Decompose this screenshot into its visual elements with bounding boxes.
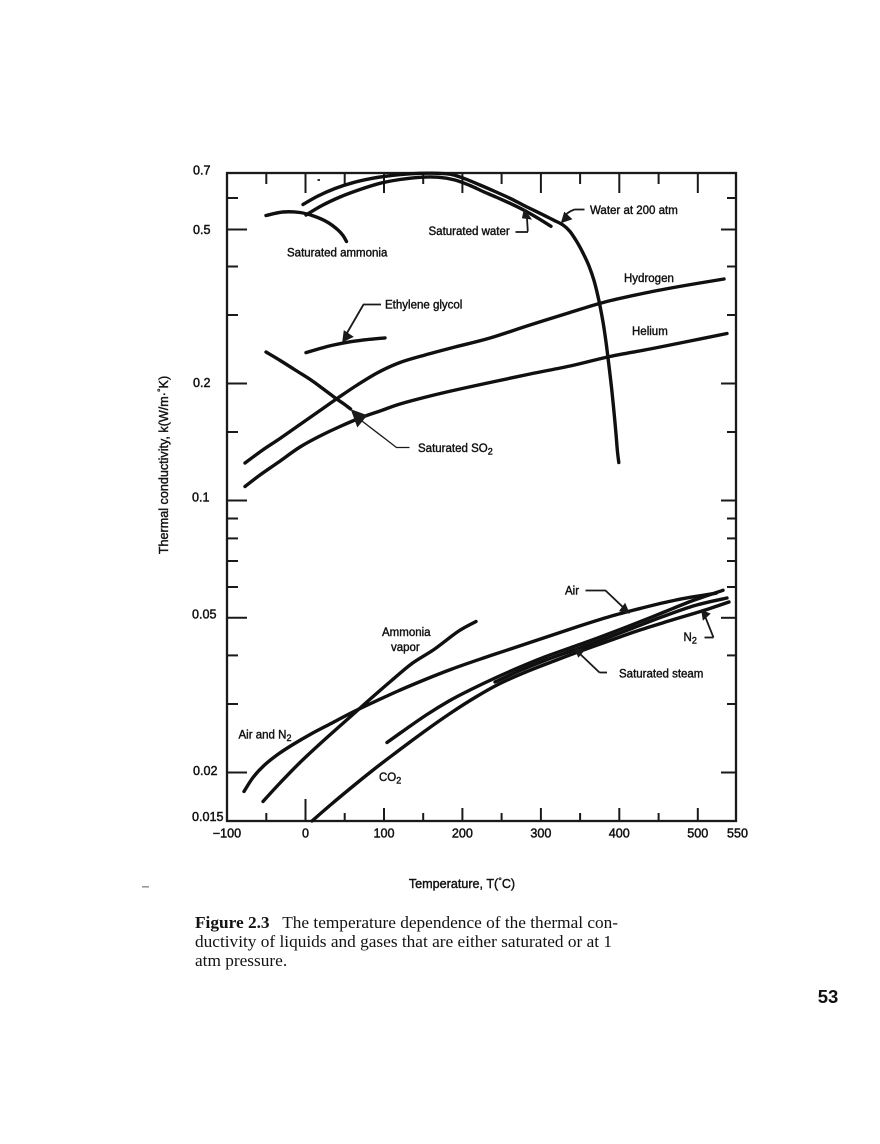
svg-text:CO2: CO2	[379, 772, 401, 786]
svg-text:100: 100	[373, 827, 394, 841]
svg-text:atm pressure.: atm pressure.	[195, 951, 287, 970]
svg-text:Water at 200 atm: Water at 200 atm	[590, 205, 678, 217]
svg-text:0.1: 0.1	[192, 490, 210, 504]
svg-text:−100: −100	[213, 827, 241, 841]
svg-text:0.02: 0.02	[193, 764, 218, 778]
svg-text:53: 53	[818, 986, 839, 1007]
svg-text:0.7: 0.7	[193, 163, 211, 177]
svg-text:Temperature, T(°C): Temperature, T(°C)	[409, 876, 515, 891]
svg-text:Air: Air	[565, 585, 579, 597]
svg-text:Saturated SO2: Saturated SO2	[418, 443, 493, 457]
svg-text:0.05: 0.05	[192, 607, 217, 621]
svg-text:0.5: 0.5	[193, 223, 211, 237]
svg-text:Thermal conductivity, k(W/m·°K: Thermal conductivity, k(W/m·°K)	[156, 376, 171, 554]
svg-text:Air and N2: Air and N2	[239, 730, 292, 744]
svg-text:Saturated water: Saturated water	[429, 226, 510, 238]
svg-text:Helium: Helium	[632, 326, 668, 338]
svg-text:Ethylene glycol: Ethylene glycol	[385, 299, 462, 311]
svg-text:Hydrogen: Hydrogen	[624, 273, 674, 285]
svg-text:vapor: vapor	[391, 642, 420, 654]
svg-text:Saturated steam: Saturated steam	[619, 669, 703, 681]
svg-text:0.015: 0.015	[192, 810, 224, 824]
svg-text:ductivity of liquids and gases: ductivity of liquids and gases that are …	[195, 932, 612, 951]
svg-text:550: 550	[727, 827, 748, 841]
svg-text:N2: N2	[684, 632, 697, 646]
svg-text:200: 200	[452, 827, 473, 841]
svg-text:Figure 2.3 The temperature d: Figure 2.3 The temperature dependence of…	[195, 913, 618, 932]
svg-text:300: 300	[530, 827, 551, 841]
svg-text:400: 400	[609, 827, 630, 841]
svg-text:500: 500	[687, 827, 708, 841]
svg-text:Saturated ammonia: Saturated ammonia	[287, 247, 388, 259]
svg-text:0.2: 0.2	[193, 376, 211, 390]
svg-text:Ammonia: Ammonia	[382, 627, 431, 639]
svg-text:0: 0	[302, 827, 309, 841]
